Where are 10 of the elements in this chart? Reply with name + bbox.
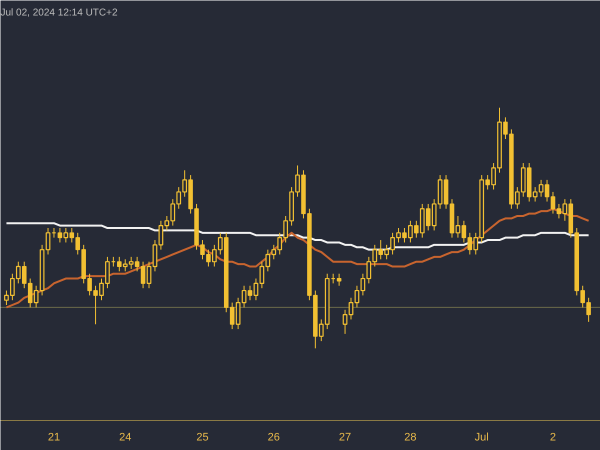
x-tick-label: 26 [268, 432, 280, 444]
x-tick-label: Jul [474, 432, 489, 444]
x-tick-label: 28 [404, 432, 417, 444]
x-tick-label: 2 [550, 432, 556, 444]
x-tick-label: 24 [119, 432, 132, 444]
x-tick-label: 27 [338, 432, 352, 444]
x-tick-label: 25 [196, 432, 209, 444]
text: Jul 02, 2024 12:14 UTC+2 [0, 8, 118, 18]
candlestick [336, 273, 342, 286]
x-tick-label: 21 [48, 432, 60, 444]
